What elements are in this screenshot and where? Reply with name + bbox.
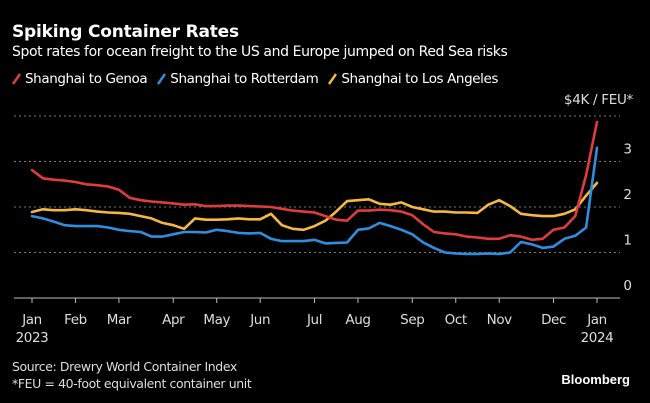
x-tick-label: Mar (107, 312, 132, 328)
series-line-shanghai-to-rotterdam (30, 146, 599, 256)
x-tick-label: Nov (487, 312, 513, 328)
x-tick-label: Jan (21, 312, 42, 328)
source-note: Source: Drewry World Container Index *FE… (12, 358, 252, 392)
legend-swatch-genoa (12, 73, 21, 85)
x-tick-sublabel: 2023 (16, 330, 49, 346)
series-line-shanghai-to-los-angeles (30, 181, 599, 232)
legend-item-los-angeles: Shanghai to Los Angeles (328, 71, 498, 87)
x-tick-label: Jun (249, 312, 270, 328)
series-line-shanghai-to-genoa (30, 120, 599, 242)
y-tick-label: 2 (623, 187, 632, 203)
bloomberg-logo: Bloomberg (561, 372, 630, 387)
legend-swatch-los-angeles (328, 73, 338, 85)
legend-swatch-rotterdam (157, 73, 167, 85)
legend-item-genoa: Shanghai to Genoa (12, 71, 148, 87)
legend: Shanghai to Genoa Shanghai to Rotterdam … (12, 71, 498, 87)
x-tick-label: Sep (400, 312, 424, 328)
x-tick-label: Apr (162, 312, 185, 328)
y-tick-label: 1 (623, 233, 632, 249)
source-text: Source: Drewry World Container Index (12, 359, 237, 374)
x-tick-sublabel: 2024 (581, 330, 614, 346)
y-axis-unit-label: $4K / FEU* (563, 92, 633, 108)
x-tick-label: Aug (345, 312, 370, 328)
footnote-text: *FEU = 40-foot equivalent container unit (12, 376, 252, 391)
y-tick-label: 3 (623, 142, 632, 158)
x-tick-label: Jul (306, 312, 322, 328)
x-tick-label: Feb (64, 312, 87, 328)
x-tick-label: Dec (541, 312, 566, 328)
legend-item-rotterdam: Shanghai to Rotterdam (157, 71, 319, 87)
x-tick-label: Jan (586, 312, 607, 328)
chart-title: Spiking Container Rates (12, 22, 239, 42)
x-tick-label: May (203, 312, 230, 328)
y-tick-label: 0 (623, 278, 632, 294)
legend-label-los-angeles: Shanghai to Los Angeles (341, 71, 499, 87)
legend-label-rotterdam: Shanghai to Rotterdam (170, 71, 319, 87)
legend-label-genoa: Shanghai to Genoa (25, 71, 148, 87)
x-tick-label: Oct (445, 312, 467, 328)
chart-subtitle: Spot rates for ocean freight to the US a… (12, 44, 508, 60)
